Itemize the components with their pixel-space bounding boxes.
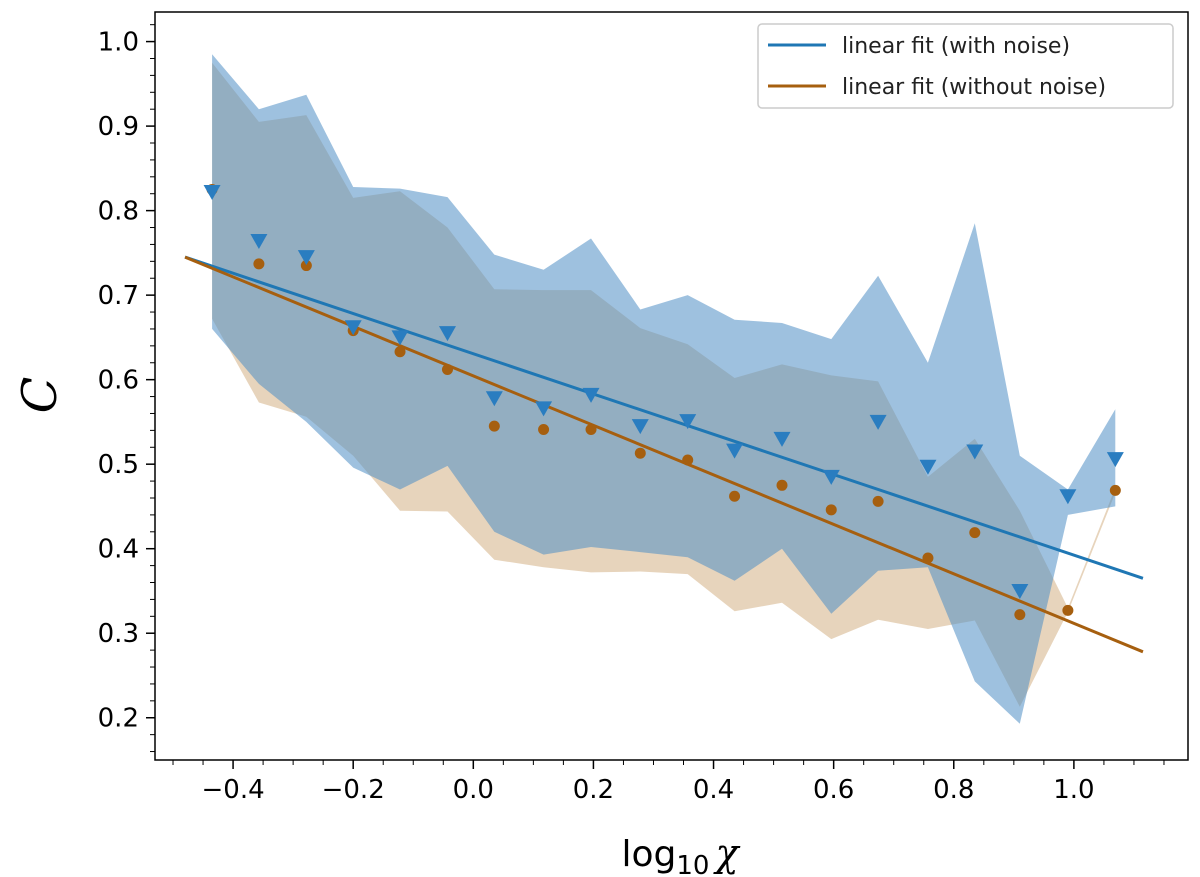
x-tick-label: 1.0: [1053, 775, 1094, 805]
point-without-noise: [825, 504, 837, 516]
point-without-noise: [394, 346, 406, 358]
point-with-noise: [822, 469, 840, 485]
legend: linear fit (with noise) linear fit (with…: [757, 23, 1174, 109]
confidence-bands: [212, 54, 1116, 724]
y-tick-label: 0.5: [98, 450, 139, 480]
point-without-noise: [538, 424, 550, 436]
plot-border: [154, 11, 1189, 761]
point-with-noise: [726, 443, 744, 459]
point-with-noise: [773, 431, 791, 447]
y-tick-label: 0.8: [98, 197, 139, 227]
point-with-noise: [631, 419, 649, 435]
point-without-noise: [253, 258, 265, 270]
x-axis-label: log10 χ: [621, 831, 740, 877]
point-without-noise: [1014, 609, 1026, 621]
point-without-noise: [634, 447, 646, 459]
fit-line-with-noise: [184, 255, 1144, 580]
point-without-noise: [488, 420, 500, 432]
legend-label-with-noise: linear fit (with noise): [842, 34, 1070, 59]
point-with-noise: [1106, 452, 1124, 468]
y-axis-label: C: [12, 377, 68, 414]
x-tick-label: 0.0: [453, 775, 494, 805]
x-axis-label-subscript: 10: [676, 851, 709, 877]
y-tick-label: 0.9: [98, 112, 139, 142]
y-tick-label: 0.4: [98, 535, 139, 565]
fit-lines: [184, 255, 1144, 654]
point-without-noise: [585, 424, 597, 436]
point-without-noise: [682, 454, 694, 466]
point-without-noise: [922, 552, 934, 564]
x-axis-label-variable: χ: [712, 831, 740, 875]
point-with-noise: [535, 401, 553, 417]
point-with-noise: [966, 444, 984, 460]
x-axis-ticks: −0.4 −0.2 0.0 0.2 0.4 0.6 0.8 1.0: [172, 760, 1165, 805]
point-with-noise: [1011, 583, 1029, 599]
point-with-noise: [438, 326, 456, 342]
point-with-noise: [582, 387, 600, 403]
legend-box: [757, 23, 1174, 109]
data-markers: [203, 183, 1124, 621]
point-with-noise: [1059, 489, 1077, 505]
y-axis-ticks: 0.2 0.3 0.4 0.5 0.6 0.7 0.8 0.9 1.0: [98, 24, 155, 753]
band-with-noise: [212, 54, 1116, 724]
point-without-noise: [300, 260, 312, 272]
point-without-noise: [872, 495, 884, 507]
point-without-noise: [729, 490, 741, 502]
point-with-noise: [297, 250, 315, 266]
x-tick-label: 0.2: [573, 775, 614, 805]
point-with-noise: [344, 320, 362, 336]
x-tick-label: 0.8: [933, 775, 974, 805]
y-tick-label: 0.3: [98, 619, 139, 649]
point-with-noise: [919, 459, 937, 475]
point-with-noise: [203, 185, 221, 201]
point-without-noise: [776, 479, 788, 491]
y-tick-label: 0.7: [98, 281, 139, 311]
point-with-noise: [679, 414, 697, 430]
x-tick-label: −0.4: [202, 775, 265, 805]
fit-line-without-noise: [184, 255, 1144, 654]
legend-label-without-noise: linear fit (without noise): [842, 75, 1106, 100]
point-with-noise: [391, 330, 409, 346]
point-without-noise: [1109, 484, 1121, 496]
point-with-noise: [485, 391, 503, 407]
point-with-noise: [869, 414, 887, 430]
y-tick-label: 0.2: [98, 704, 139, 734]
plot-frame: [154, 11, 1189, 761]
point-with-noise: [250, 234, 268, 250]
x-tick-label: 0.4: [693, 775, 734, 805]
x-tick-label: 0.6: [813, 775, 854, 805]
y-tick-label: 0.6: [98, 366, 139, 396]
point-without-noise: [441, 364, 453, 376]
point-without-noise: [1062, 604, 1074, 616]
point-without-noise: [969, 527, 981, 539]
x-axis-label-main: log: [621, 834, 676, 875]
y-tick-label: 1.0: [98, 28, 139, 58]
x-tick-label: −0.2: [322, 775, 385, 805]
